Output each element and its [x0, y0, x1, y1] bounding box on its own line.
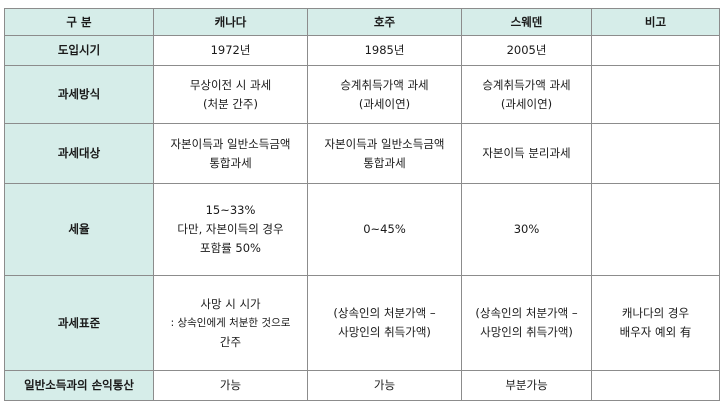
- header-row: 구 분 캐나다 호주 스웨덴 비고: [4, 8, 720, 36]
- cell-canada: 15~33% 다만, 자본이득의 경우 포함률 50%: [153, 183, 308, 276]
- row-label: 과세방식: [4, 65, 154, 124]
- header-canada: 캐나다: [153, 8, 308, 36]
- cell-line: 자본이득과 일반소득금액: [324, 136, 445, 151]
- cell-canada: 1972년: [153, 35, 308, 66]
- cell-australia: (상속인의 처분가액 – 사망인의 취득가액): [307, 275, 462, 371]
- row-label: 과세표준: [4, 275, 154, 371]
- cell-line: (처분 간주): [203, 96, 258, 111]
- cell-line: (상속인의 처분가액 –: [475, 306, 578, 320]
- cell-sweden: (상속인의 처분가액 – 사망인의 취득가액): [461, 275, 592, 371]
- row-tax-standard: 과세표준 사망 시 시가 : 상속인에게 처분한 것으로 간주 (상속인의 처분…: [4, 275, 720, 371]
- cell-sweden: 부분가능: [461, 370, 592, 401]
- row-tax-target: 과세대상 자본이득과 일반소득금액 통합과세 자본이득과 일반소득금액 통합과세…: [4, 123, 720, 184]
- cell-australia: 가능: [307, 370, 462, 401]
- row-tax-rate: 세율 15~33% 다만, 자본이득의 경우 포함률 50% 0~45% 30%: [4, 183, 720, 276]
- cell-line: 승계취득가액 과세: [340, 77, 429, 92]
- cell-line: 15~33%: [205, 203, 256, 217]
- cell-note: [591, 183, 720, 276]
- cell-line: (상속인의 처분가액 –: [333, 306, 436, 320]
- cell-line: (과세이연): [358, 96, 411, 111]
- cell-australia: 자본이득과 일반소득금액 통합과세: [307, 123, 462, 184]
- cell-note: [591, 370, 720, 401]
- cell-line: 간주: [219, 334, 242, 349]
- header-australia: 호주: [307, 8, 462, 36]
- header-category: 구 분: [4, 8, 154, 36]
- cell-note: [591, 123, 720, 184]
- cell-sweden: 자본이득 분리과세: [461, 123, 592, 184]
- capital-gains-comparison-table: 구 분 캐나다 호주 스웨덴 비고 도입시기 1972년 1985년 2005년…: [4, 8, 720, 401]
- row-label: 일반소득과의 손익통산: [4, 370, 154, 401]
- cell-line: 사망인의 취득가액): [480, 325, 573, 339]
- cell-australia: 1985년: [307, 35, 462, 66]
- cell-line: 통합과세: [209, 155, 252, 170]
- cell-line: 자본이득과 일반소득금액: [170, 136, 291, 151]
- cell-line: 사망인의 취득가액): [338, 325, 431, 339]
- cell-line: 통합과세: [363, 155, 406, 170]
- cell-line: 승계취득가액 과세: [482, 77, 571, 92]
- cell-canada: 사망 시 시가 : 상속인에게 처분한 것으로 간주: [153, 275, 308, 371]
- cell-line: 사망 시 시가: [200, 296, 261, 311]
- cell-line: (과세이연): [500, 96, 553, 111]
- cell-line: 캐나다의 경우: [621, 306, 690, 320]
- cell-line: 배우자 예외 有: [619, 325, 692, 339]
- cell-note: [591, 35, 720, 66]
- cell-australia: 0~45%: [307, 183, 462, 276]
- cell-canada: 무상이전 시 과세 (처분 간주): [153, 65, 308, 124]
- row-label: 도입시기: [4, 35, 154, 66]
- cell-sweden: 승계취득가액 과세 (과세이연): [461, 65, 592, 124]
- row-label: 과세대상: [4, 123, 154, 184]
- cell-line: : 상속인에게 처분한 것으로: [170, 316, 291, 329]
- cell-line: 포함률 50%: [200, 241, 261, 255]
- cell-note: 캐나다의 경우 배우자 예외 有: [591, 275, 720, 371]
- header-sweden: 스웨덴: [461, 8, 592, 36]
- cell-canada: 가능: [153, 370, 308, 401]
- row-tax-method: 과세방식 무상이전 시 과세 (처분 간주) 승계취득가액 과세 (과세이연) …: [4, 65, 720, 124]
- row-label: 세율: [4, 183, 154, 276]
- comparison-table-container: 구 분 캐나다 호주 스웨덴 비고 도입시기 1972년 1985년 2005년…: [4, 8, 720, 401]
- row-intro-year: 도입시기 1972년 1985년 2005년: [4, 35, 720, 66]
- cell-canada: 자본이득과 일반소득금액 통합과세: [153, 123, 308, 184]
- cell-sweden: 30%: [461, 183, 592, 276]
- cell-australia: 승계취득가액 과세 (과세이연): [307, 65, 462, 124]
- header-note: 비고: [591, 8, 720, 36]
- cell-note: [591, 65, 720, 124]
- cell-sweden: 2005년: [461, 35, 592, 66]
- cell-line: 다만, 자본이득의 경우: [177, 222, 284, 236]
- cell-line: 무상이전 시 과세: [189, 77, 272, 92]
- row-loss-offset: 일반소득과의 손익통산 가능 가능 부분가능: [4, 370, 720, 401]
